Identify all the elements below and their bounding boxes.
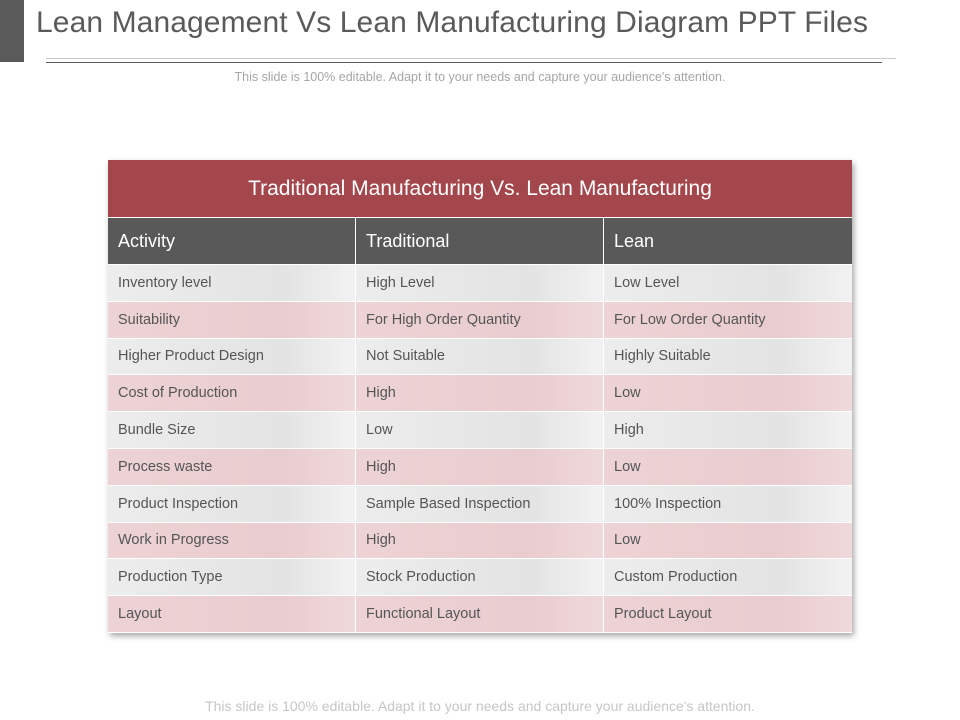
slide-footer: This slide is 100% editable. Adapt it to…: [205, 698, 755, 714]
table-row: Bundle Size Low High: [108, 412, 852, 449]
slide-subtitle: This slide is 100% editable. Adapt it to…: [234, 70, 726, 84]
activity-cell: Process waste: [108, 448, 356, 486]
activity-cell: Product Inspection: [108, 485, 356, 523]
traditional-cell: High: [356, 375, 604, 413]
activity-cell: Suitability: [108, 301, 356, 339]
lean-cell: Custom Production: [604, 559, 852, 597]
activity-cell: Production Type: [108, 559, 356, 597]
lean-cell: Low: [604, 375, 852, 413]
table-row: Process waste High Low: [108, 448, 852, 486]
table-header-row: Activity Traditional Lean: [108, 218, 852, 265]
traditional-cell: Low: [356, 412, 604, 449]
table-row: Product Inspection Sample Based Inspecti…: [108, 485, 852, 523]
table-row: Cost of Production High Low: [108, 375, 852, 413]
activity-cell: Cost of Production: [108, 375, 356, 413]
activity-cell: Inventory level: [108, 265, 356, 302]
activity-cell: Higher Product Design: [108, 338, 356, 376]
activity-cell: Work in Progress: [108, 522, 356, 560]
lean-cell: Product Layout: [604, 596, 852, 633]
lean-cell: Low Level: [604, 265, 852, 302]
slide-title: Lean Management Vs Lean Manufacturing Di…: [36, 6, 869, 39]
lean-cell: 100% Inspection: [604, 485, 852, 523]
title-divider-light: [46, 58, 896, 59]
lean-cell: Low: [604, 448, 852, 486]
title-accent-bar: [0, 0, 24, 62]
header-activity: Activity: [108, 218, 356, 265]
lean-cell: Low: [604, 522, 852, 560]
table-row: Higher Product Design Not Suitable Highl…: [108, 338, 852, 376]
traditional-cell: High Level: [356, 265, 604, 302]
title-divider-dark: [46, 62, 882, 63]
table-row: Layout Functional Layout Product Layout: [108, 596, 852, 633]
activity-cell: Layout: [108, 596, 356, 633]
table-row: Inventory level High Level Low Level: [108, 265, 852, 302]
header-lean: Lean: [604, 218, 852, 265]
table-row: Work in Progress High Low: [108, 522, 852, 560]
traditional-cell: High: [356, 448, 604, 486]
header-traditional: Traditional: [356, 218, 604, 265]
lean-cell: Highly Suitable: [604, 338, 852, 376]
traditional-cell: Not Suitable: [356, 338, 604, 376]
lean-cell: For Low Order Quantity: [604, 301, 852, 339]
traditional-cell: High: [356, 522, 604, 560]
activity-cell: Bundle Size: [108, 412, 356, 449]
traditional-cell: For High Order Quantity: [356, 301, 604, 339]
traditional-cell: Functional Layout: [356, 596, 604, 633]
lean-cell: High: [604, 412, 852, 449]
comparison-table: Traditional Manufacturing Vs. Lean Manuf…: [108, 160, 852, 633]
traditional-cell: Sample Based Inspection: [356, 485, 604, 523]
table-row: Production Type Stock Production Custom …: [108, 559, 852, 597]
traditional-cell: Stock Production: [356, 559, 604, 597]
table-title: Traditional Manufacturing Vs. Lean Manuf…: [108, 160, 852, 218]
table-row: Suitability For High Order Quantity For …: [108, 301, 852, 339]
